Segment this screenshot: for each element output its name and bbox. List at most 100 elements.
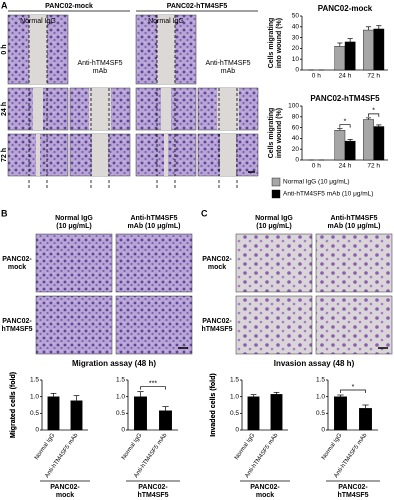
bar bbox=[270, 394, 283, 431]
x-tick-label: 72 h bbox=[367, 73, 380, 80]
bar bbox=[373, 126, 385, 161]
column-header: PANC02-hTM4SF5 bbox=[167, 3, 228, 10]
y-tick-label: 1.0 bbox=[116, 393, 125, 400]
y-tick-label: 1.5 bbox=[230, 377, 239, 384]
significance-label: *** bbox=[149, 381, 157, 388]
y-tick-label: 0.5 bbox=[230, 410, 239, 417]
x-tick-label: Normal IgG bbox=[34, 432, 57, 461]
panel-label: C bbox=[201, 208, 208, 218]
column-header: mAb (10 μg/mL) bbox=[328, 223, 381, 230]
row-label: hTM4SF5 bbox=[1, 326, 32, 333]
micrograph bbox=[35, 295, 113, 355]
significance-bracket bbox=[368, 113, 380, 117]
image-label: Anti-hTM4SF5 bbox=[77, 60, 122, 67]
column-header: Normal IgG bbox=[255, 215, 293, 222]
group-label: mock bbox=[256, 492, 274, 499]
legend-label: Normal IgG (10 μg/mL) bbox=[283, 179, 350, 186]
y-tick-label: 80 bbox=[292, 114, 300, 121]
y-tick-label: 0 bbox=[295, 67, 299, 74]
wound-gap bbox=[29, 15, 47, 84]
image-label: mAb bbox=[93, 68, 108, 75]
bar bbox=[363, 119, 374, 161]
x-tick-label: 0 h bbox=[312, 73, 321, 80]
x-tick-label: Normal IgG bbox=[234, 432, 257, 461]
row-label: PANC02- bbox=[2, 318, 32, 325]
bar bbox=[134, 396, 147, 431]
micrograph bbox=[115, 295, 193, 355]
y-tick-label: 0.5 bbox=[116, 410, 125, 417]
panel-label: B bbox=[1, 208, 8, 218]
y-tick-label: 1.5 bbox=[116, 377, 125, 384]
column-header: (10 μg/mL) bbox=[256, 223, 291, 230]
group-label: PANC02- bbox=[50, 484, 80, 491]
significance-bracket bbox=[339, 124, 351, 128]
chart-title: PANC02-mock bbox=[318, 4, 373, 13]
y-tick-label: 0.5 bbox=[30, 410, 39, 417]
caption: Invasion assay (48 h) bbox=[274, 359, 355, 368]
significance-label: * bbox=[352, 384, 355, 391]
image-label: mAb bbox=[221, 68, 236, 75]
y-axis-label: Migrated cells (fold) bbox=[10, 372, 17, 438]
micrograph bbox=[315, 295, 393, 355]
column-header: PANC02-mock bbox=[45, 3, 93, 10]
significance-bracket bbox=[340, 389, 366, 393]
y-tick-label: 1.0 bbox=[230, 393, 239, 400]
panel-label: A bbox=[1, 0, 8, 10]
x-tick-label: 24 h bbox=[339, 73, 352, 80]
image-label: Anti-hTM4SF5 bbox=[205, 60, 250, 67]
x-tick-label: Normal IgG bbox=[321, 432, 344, 461]
y-axis-label: Invaded cells (fold) bbox=[210, 373, 217, 436]
row-label: PANC02- bbox=[2, 256, 32, 263]
chart-title: PANC02-hTM4SF5 bbox=[310, 94, 380, 103]
legend-swatch bbox=[271, 189, 281, 199]
wound-gap bbox=[157, 15, 175, 84]
y-tick-label: 20 bbox=[292, 146, 300, 153]
column-header: mAb (10 μg/mL) bbox=[128, 223, 181, 230]
y-tick-label: 0 bbox=[295, 157, 299, 164]
y-tick-label: 40 bbox=[292, 24, 300, 31]
group-label: PANC02- bbox=[338, 484, 368, 491]
x-tick-label: 72 h bbox=[367, 163, 380, 170]
row-label: 0 h bbox=[1, 44, 8, 54]
bar bbox=[334, 46, 346, 71]
wound-gap bbox=[161, 88, 171, 130]
micrograph bbox=[235, 233, 313, 293]
y-axis-label: Cells migrating bbox=[268, 108, 275, 159]
bar bbox=[344, 140, 356, 161]
bar bbox=[70, 400, 83, 431]
wound-gap bbox=[36, 134, 40, 176]
y-tick-label: 0 bbox=[35, 427, 39, 434]
caption: Migration assay (48 h) bbox=[72, 359, 156, 368]
y-tick-label: 40 bbox=[292, 135, 300, 142]
x-tick-label: Normal IgG bbox=[121, 432, 144, 461]
wound-gap bbox=[164, 134, 168, 176]
y-tick-label: 0.5 bbox=[316, 410, 325, 417]
bar bbox=[47, 396, 60, 431]
y-axis-label: Invaded cells (fold) bbox=[210, 373, 217, 436]
y-axis-label: Cells migrating bbox=[268, 18, 275, 69]
legend-label: Anti-hTM4SF5 mAb (10 μg/mL) bbox=[283, 191, 373, 198]
group-label: PANC02- bbox=[250, 484, 280, 491]
micrograph bbox=[115, 233, 193, 293]
wound-gap bbox=[92, 134, 108, 176]
micrograph bbox=[35, 233, 113, 293]
bar bbox=[359, 408, 372, 431]
row-label: mock bbox=[208, 264, 226, 271]
bar bbox=[373, 28, 385, 71]
legend-swatch bbox=[271, 177, 281, 187]
bar bbox=[334, 130, 346, 161]
y-tick-label: 100 bbox=[288, 103, 299, 110]
group-label: hTM4SF5 bbox=[137, 492, 168, 499]
y-tick-label: 0 bbox=[121, 427, 125, 434]
row-label: 72 h bbox=[1, 148, 8, 162]
x-tick-label: 0 h bbox=[312, 163, 321, 170]
wound-gap bbox=[220, 134, 236, 176]
bar bbox=[334, 396, 347, 431]
image-label: Normal IgG bbox=[148, 18, 184, 25]
wound-gap bbox=[33, 88, 43, 130]
y-tick-label: 60 bbox=[292, 124, 300, 131]
significance-label: * bbox=[344, 119, 347, 126]
x-tick-label: 24 h bbox=[339, 163, 352, 170]
row-label: hTM4SF5 bbox=[201, 326, 232, 333]
